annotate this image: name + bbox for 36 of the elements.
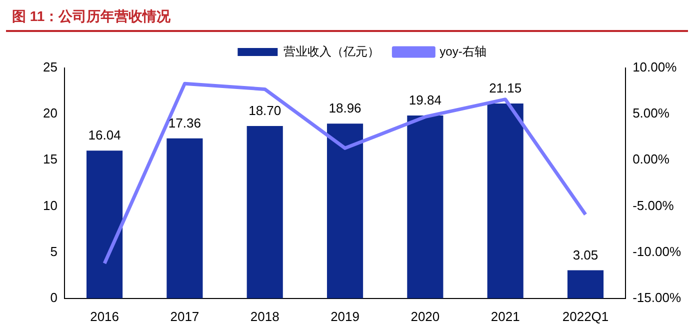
y2-tick-label: -5.00% [632,198,674,213]
bar [567,270,604,298]
x-tick-label: 2020 [410,308,440,324]
data-label: 17.36 [168,115,201,130]
legend-label: 营业收入（亿元） [284,44,380,58]
x-tick-label: 2018 [250,308,280,324]
y-tick-label: 15 [42,152,58,167]
y-tick-label: 5 [50,244,58,259]
data-label: 19.84 [408,92,442,108]
y-tick-label: 10 [42,198,58,213]
x-tick-label: 2021 [490,308,520,324]
y2-tick-label: -15.00% [632,290,682,305]
data-label: 18.70 [248,103,282,118]
chart-title: 图 11：公司历年营收情况 [6,0,688,32]
x-tick-label: 2022Q1 [562,308,609,324]
y2-tick-label: 10.00% [632,60,678,75]
y-tick-label: 0 [50,290,58,305]
x-tick-label: 2016 [90,308,119,324]
y2-tick-label: 5.00% [632,106,670,121]
data-label: 3.05 [572,247,598,262]
data-label: 16.04 [88,128,121,143]
legend-label: yoy-右轴 [440,44,486,58]
bar [407,116,444,298]
x-tick-label: 2019 [330,308,360,324]
data-label: 18.96 [328,100,362,116]
y2-tick-label: 0.00% [632,152,670,167]
y-tick-label: 20 [42,106,58,121]
bar [326,124,364,298]
bar [246,126,283,298]
bar [487,103,524,298]
bar [86,150,123,298]
y2-tick-label: -10.00% [632,244,682,259]
data-label: 21.15 [489,80,522,96]
x-tick-label: 2017 [170,308,200,324]
y-tick-label: 25 [42,60,58,75]
bar [166,138,203,298]
